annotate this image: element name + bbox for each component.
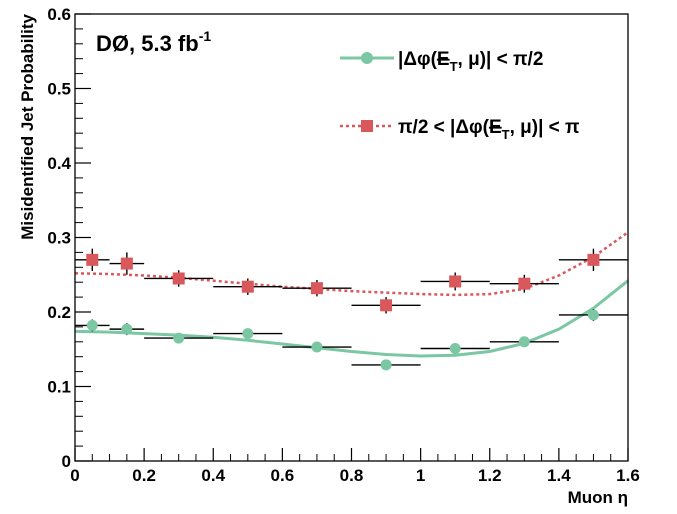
x-tick-label: 1.4 <box>547 466 571 485</box>
x-tick-label: 1 <box>416 466 425 485</box>
plot-frame <box>74 13 629 462</box>
data-point-square <box>518 277 531 290</box>
data-point-circle <box>311 341 323 353</box>
legend-label-part: π/2 < |Δφ( <box>398 117 490 138</box>
legend-label-part: |Δφ( <box>398 49 438 70</box>
data-point-circle <box>449 343 461 355</box>
legend-label-subscript: T <box>502 127 510 142</box>
legend-label-1: |Δφ(ET, μ)| < π/2 <box>398 49 543 74</box>
x-tick-label: 1.2 <box>478 466 502 485</box>
x-tick-label: 0.8 <box>340 466 364 485</box>
x-tick-label: 0 <box>70 466 79 485</box>
data-point-circle <box>518 336 530 348</box>
data-point-square <box>587 253 600 266</box>
data-point-circle <box>242 328 254 340</box>
axes: 0 0.2 0.4 0.6 0.8 1 1.2 1.4 1.6 0 0.1 0.2 0.3 0.4 0.5 0… <box>47 5 639 485</box>
legend-marker-square <box>361 120 373 132</box>
y-tick-label: 0.5 <box>47 80 71 99</box>
data-point-square <box>120 257 133 270</box>
x-tick-label: 1.6 <box>616 466 640 485</box>
y-tick-label: 0.1 <box>47 378 71 397</box>
data-point-circle <box>86 319 98 331</box>
data-markers <box>86 253 600 371</box>
y-tick-label: 0.6 <box>47 5 71 24</box>
data-point-square <box>449 275 462 288</box>
data-point-circle <box>121 323 133 335</box>
y-tick-label: 0.2 <box>47 303 71 322</box>
data-point-circle <box>173 332 185 344</box>
y-tick-label: 0 <box>62 452 71 471</box>
legend-label-subscript: T <box>450 59 458 74</box>
x-tick-label: 0.6 <box>271 466 295 485</box>
legend-marker-circle <box>361 52 373 64</box>
data-point-circle <box>587 309 599 321</box>
data-point-square <box>380 299 393 312</box>
experiment-label-superscript: -1 <box>199 28 212 44</box>
fit-curve-2 <box>74 231 629 297</box>
x-axis-title: Muon η <box>568 488 628 507</box>
x-tick-label: 0.4 <box>201 466 225 485</box>
legend: |Δφ(ET, μ)| < π/2π/2 < |Δφ(ET, μ)| < π <box>340 49 580 142</box>
legend-label-met: E <box>437 49 450 70</box>
data-point-square <box>241 280 254 293</box>
data-point-square <box>310 282 323 295</box>
legend-label-part: , μ)| < π/2 <box>458 49 544 70</box>
y-tick-label: 0.3 <box>47 229 71 248</box>
data-point-square <box>172 272 185 285</box>
experiment-label-text: DØ, 5.3 fb <box>96 31 199 56</box>
x-tick-label: 0.2 <box>132 466 156 485</box>
legend-label-part: , μ)| < π <box>510 117 580 138</box>
experiment-label: DØ, 5.3 fb-1 <box>96 28 211 56</box>
y-axis-title: Misidentified Jet Probability <box>18 13 37 239</box>
legend-label-2: π/2 < |Δφ(ET, μ)| < π <box>398 117 580 142</box>
data-point-circle <box>380 359 392 371</box>
fit-curve-1 <box>74 279 629 358</box>
y-tick-label: 0.4 <box>47 154 71 173</box>
fit-curves <box>74 231 629 358</box>
legend-label-met: E <box>489 117 502 138</box>
data-point-square <box>86 253 99 266</box>
